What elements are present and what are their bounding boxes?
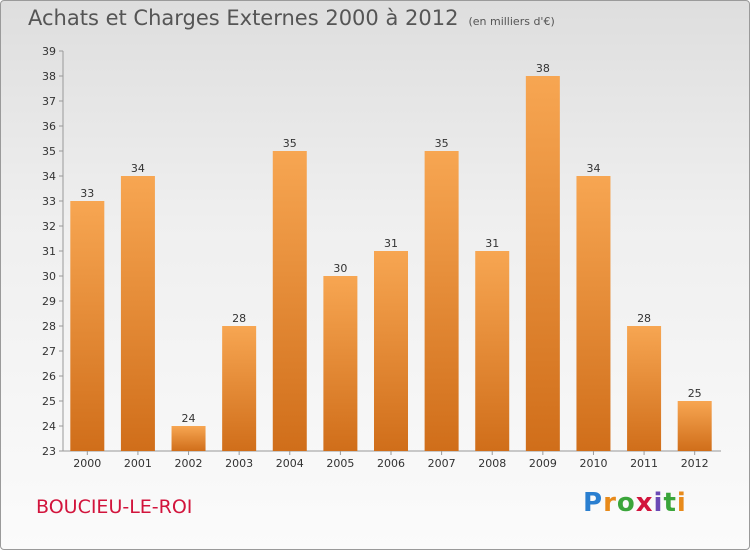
data-label: 24 (182, 412, 196, 425)
x-tick-label: 2007 (428, 457, 456, 470)
town-name: BOUCIEU-LE-ROI (36, 496, 193, 518)
bar (677, 401, 712, 451)
y-tick-label: 34 (42, 170, 56, 183)
y-tick-label: 30 (42, 270, 56, 283)
logo-letter: P (583, 488, 604, 518)
data-label: 31 (384, 237, 398, 250)
data-label: 33 (80, 187, 94, 200)
data-label: 34 (131, 162, 145, 175)
logo-letter: i (653, 488, 664, 518)
data-label: 28 (232, 312, 246, 325)
bar (525, 76, 560, 451)
y-tick-label: 37 (42, 95, 56, 108)
y-tick-label: 39 (42, 45, 56, 58)
y-tick-label: 28 (42, 320, 56, 333)
x-tick-label: 2008 (478, 457, 506, 470)
x-tick-label: 2000 (73, 457, 101, 470)
data-label: 35 (283, 137, 297, 150)
y-tick-label: 38 (42, 70, 56, 83)
data-label: 28 (637, 312, 651, 325)
bar (627, 326, 662, 451)
proxiti-logo: Proxiti (583, 488, 687, 518)
data-label: 30 (333, 262, 347, 275)
y-tick-label: 25 (42, 395, 56, 408)
bar (576, 176, 611, 451)
data-label: 25 (688, 387, 702, 400)
x-tick-label: 2002 (175, 457, 203, 470)
data-label: 34 (586, 162, 600, 175)
data-label: 38 (536, 62, 550, 75)
y-tick-label: 31 (42, 245, 56, 258)
x-tick-label: 2005 (326, 457, 354, 470)
logo-letter: i (676, 488, 687, 518)
logo-letter: t (663, 488, 677, 518)
bar (374, 251, 408, 451)
bar (70, 201, 105, 451)
y-tick-label: 29 (42, 295, 56, 308)
x-tick-label: 2011 (630, 457, 658, 470)
x-tick-label: 2012 (681, 457, 709, 470)
y-tick-label: 36 (42, 120, 56, 133)
bar (475, 251, 510, 451)
data-label: 31 (485, 237, 499, 250)
chart-subtitle: (en milliers d'€) (468, 15, 555, 28)
logo-letter: r (603, 488, 617, 518)
y-tick-label: 35 (42, 145, 56, 158)
axes: 23 24 25 26 27 28 29 30 31 32 33 34 35 36 37 38 39 2000 20… (42, 45, 721, 470)
x-tick-label: 2009 (529, 457, 557, 470)
y-tick-label: 32 (42, 220, 56, 233)
bar (272, 151, 307, 451)
logo-letter: o (616, 488, 636, 518)
bar (171, 426, 206, 451)
y-tick-label: 27 (42, 345, 56, 358)
bar (222, 326, 257, 451)
y-tick-label: 26 (42, 370, 56, 383)
y-tick-label: 23 (42, 445, 56, 458)
x-tick-label: 2006 (377, 457, 405, 470)
x-tick-label: 2010 (579, 457, 607, 470)
data-label: 35 (435, 137, 449, 150)
bar (323, 276, 358, 451)
y-tick-label: 33 (42, 195, 56, 208)
x-tick-label: 2001 (124, 457, 152, 470)
x-tick-label: 2003 (225, 457, 253, 470)
bar (424, 151, 459, 451)
y-tick-label: 24 (42, 420, 56, 433)
x-tick-label: 2004 (276, 457, 304, 470)
bars: 33 34 24 28 35 30 31 35 31 38 34 28 25 (70, 62, 712, 451)
chart-title: Achats et Charges Externes 2000 à 2012 (e… (28, 6, 555, 30)
bar (120, 176, 155, 451)
title-text: Achats et Charges Externes 2000 à 2012 (28, 6, 459, 30)
logo-letter: x (635, 488, 654, 518)
